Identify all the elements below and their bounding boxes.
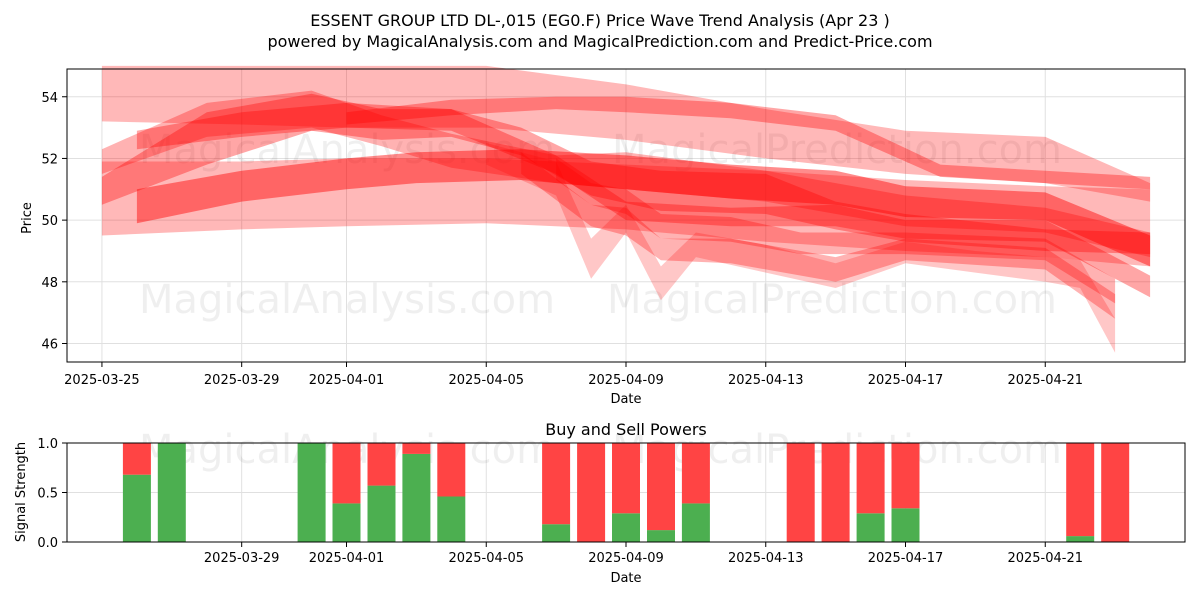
sell-power-bar — [402, 443, 431, 454]
buy-power-bar — [647, 530, 675, 542]
price-x-axis-label: Date — [610, 392, 641, 407]
price-wave-band — [486, 143, 1116, 353]
buy-power-bar — [542, 524, 571, 542]
sell-power-bar — [786, 443, 815, 542]
price-y-tick-label: 50 — [41, 214, 58, 229]
power-x-ticks: 2025-03-29 2025-04-01 2025-04-05 2025-04-09… — [204, 542, 1083, 566]
buy-power-bar — [122, 474, 151, 542]
price-gridlines — [67, 69, 1185, 362]
watermark-left-lower: MagicalAnalysis.com — [139, 277, 555, 323]
sell-power-bar — [332, 443, 361, 504]
price-x-tick-label: 2025-04-05 — [448, 373, 524, 388]
price-x-tick-label: 2025-04-21 — [1007, 373, 1083, 388]
buy-power-bar — [367, 485, 396, 542]
power-chart-title: Buy and Sell Powers — [545, 420, 707, 439]
buy-power-bar — [891, 508, 920, 542]
buy-power-bar — [856, 513, 885, 542]
price-wave-band — [136, 149, 1151, 267]
price-wave-band — [101, 93, 1151, 255]
power-y-tick-label: 1.0 — [37, 437, 58, 452]
buy-power-bar — [297, 443, 326, 542]
power-bars — [122, 443, 1130, 542]
power-x-tick-label: 2025-04-01 — [309, 551, 385, 566]
price-x-tick-label: 2025-04-01 — [309, 373, 385, 388]
power-x-axis-label: Date — [610, 571, 641, 586]
chart-subtitle: powered by MagicalAnalysis.com and Magic… — [267, 32, 932, 51]
price-panel: MagicalAnalysis.com MagicalPrediction.co… — [20, 65, 1186, 407]
sell-power-bar — [891, 443, 920, 509]
watermark-right: MagicalPrediction.com — [612, 127, 1062, 173]
price-wave-band — [521, 152, 1116, 319]
power-y-ticks: 0.0 0.5 1.0 — [37, 437, 67, 551]
price-x-ticks: 2025-03-25 2025-03-29 2025-04-01 2025-04-05… — [64, 362, 1083, 388]
price-wave-band — [101, 65, 1151, 202]
power-x-tick-label: 2025-04-21 — [1007, 551, 1083, 566]
price-wave-band — [101, 158, 1151, 267]
power-x-tick-label: 2025-04-05 — [448, 551, 524, 566]
buy-power-bar — [437, 496, 466, 542]
price-x-tick-label: 2025-04-13 — [728, 373, 804, 388]
price-y-tick-label: 46 — [41, 337, 58, 352]
sell-power-bar — [1066, 443, 1095, 537]
sell-power-bar — [681, 443, 710, 504]
price-y-tick-label: 52 — [41, 152, 58, 167]
power-y-tick-label: 0.5 — [37, 487, 58, 502]
sell-power-bar — [122, 443, 151, 475]
buy-power-bar — [681, 503, 710, 542]
watermark-right-lower: MagicalPrediction.com — [607, 277, 1057, 323]
power-x-tick-label: 2025-03-29 — [204, 551, 280, 566]
power-x-tick-label: 2025-04-13 — [728, 551, 804, 566]
sell-power-bar — [856, 443, 885, 514]
price-wave-band — [101, 90, 1151, 258]
price-wave-band — [346, 96, 1151, 190]
chart-title: ESSENT GROUP LTD DL-,015 (EG0.F) Price W… — [310, 11, 889, 30]
buy-power-bar — [157, 443, 186, 542]
sell-power-bar — [577, 443, 606, 542]
sell-power-bar — [821, 443, 850, 542]
price-y-ticks: 46 48 50 52 54 — [41, 91, 67, 352]
buy-power-bar — [332, 503, 361, 542]
price-y-tick-label: 54 — [41, 91, 58, 106]
price-x-tick-label: 2025-04-17 — [868, 373, 944, 388]
price-wave-band — [136, 102, 1151, 298]
power-y-axis-label: Signal Strength — [14, 442, 29, 542]
watermark-left: MagicalAnalysis.com — [139, 127, 555, 173]
price-wave-bands — [101, 65, 1151, 353]
sell-power-bar — [1101, 443, 1130, 542]
price-x-tick-label: 2025-03-25 — [64, 373, 140, 388]
sell-power-bar — [542, 443, 571, 525]
sell-power-bar — [437, 443, 466, 497]
price-wave-band — [556, 158, 1116, 304]
buy-power-bar — [1066, 536, 1095, 542]
power-panel: Buy and Sell Powers MagicalAnalysis.com … — [14, 420, 1186, 586]
price-x-tick-label: 2025-04-09 — [588, 373, 664, 388]
buy-power-bar — [402, 453, 431, 542]
power-x-tick-label: 2025-04-17 — [868, 551, 944, 566]
price-y-tick-label: 48 — [41, 276, 58, 291]
price-y-axis-label: Price — [20, 202, 35, 234]
power-y-tick-label: 0.0 — [37, 536, 58, 551]
sell-power-bar — [647, 443, 675, 531]
price-x-tick-label: 2025-03-29 — [204, 373, 280, 388]
sell-power-bar — [367, 443, 396, 486]
sell-power-bar — [612, 443, 640, 514]
buy-power-bar — [612, 513, 640, 542]
power-x-tick-label: 2025-04-09 — [588, 551, 664, 566]
